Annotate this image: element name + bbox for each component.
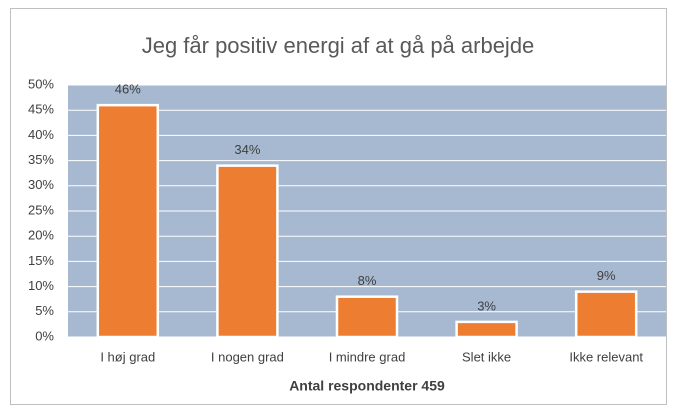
y-tick-label: 20% xyxy=(28,228,54,243)
data-label: 8% xyxy=(358,273,377,288)
y-tick-label: 30% xyxy=(28,177,54,192)
bar xyxy=(335,295,399,339)
y-tick-label: 35% xyxy=(28,152,54,167)
x-tick-label: I nogen grad xyxy=(211,349,284,364)
y-tick-label: 15% xyxy=(28,253,54,268)
data-label: 3% xyxy=(477,298,496,313)
bar xyxy=(574,290,638,339)
x-tick-label: I høj grad xyxy=(100,349,155,364)
y-tick-label: 40% xyxy=(28,127,54,142)
bar xyxy=(96,103,160,339)
x-tick-label: I mindre grad xyxy=(329,349,406,364)
bar xyxy=(216,164,279,339)
y-tick-label: 10% xyxy=(28,278,54,293)
data-label: 46% xyxy=(115,82,141,97)
y-tick-label: 0% xyxy=(35,328,54,343)
chart-title: Jeg får positiv energi af at gå på arbej… xyxy=(142,33,535,58)
data-label: 9% xyxy=(597,268,616,283)
x-tick-label: Slet ikke xyxy=(462,349,511,364)
x-axis-label: Antal respondenter 459 xyxy=(289,378,445,394)
y-tick-label: 45% xyxy=(28,102,54,117)
bar xyxy=(455,320,518,339)
x-tick-label: Ikke relevant xyxy=(569,349,643,364)
y-tick-label: 50% xyxy=(28,76,54,91)
y-tick-label: 25% xyxy=(28,202,54,217)
y-tick-label: 5% xyxy=(35,303,54,318)
data-label: 34% xyxy=(234,142,260,157)
